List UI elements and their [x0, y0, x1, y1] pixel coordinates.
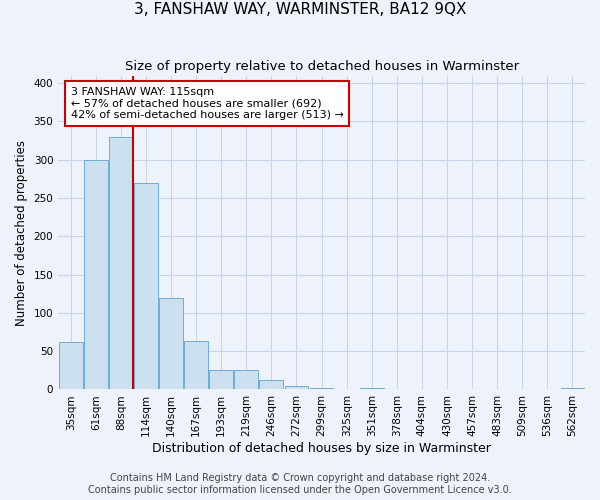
Bar: [235, 370, 258, 390]
Bar: [560, 388, 584, 390]
Bar: [109, 137, 133, 390]
Text: 3 FANSHAW WAY: 115sqm
← 57% of detached houses are smaller (692)
42% of semi-det: 3 FANSHAW WAY: 115sqm ← 57% of detached …: [71, 87, 344, 120]
Bar: [159, 298, 183, 390]
Bar: [59, 342, 83, 390]
Bar: [84, 160, 108, 390]
Text: 3, FANSHAW WAY, WARMINSTER, BA12 9QX: 3, FANSHAW WAY, WARMINSTER, BA12 9QX: [134, 2, 466, 18]
X-axis label: Distribution of detached houses by size in Warminster: Distribution of detached houses by size …: [152, 442, 491, 455]
Bar: [184, 341, 208, 390]
Bar: [360, 388, 383, 390]
Bar: [310, 388, 334, 390]
Bar: [259, 380, 283, 390]
Title: Size of property relative to detached houses in Warminster: Size of property relative to detached ho…: [125, 60, 518, 73]
Bar: [134, 182, 158, 390]
Bar: [209, 370, 233, 390]
Bar: [284, 386, 308, 390]
Text: Contains HM Land Registry data © Crown copyright and database right 2024.
Contai: Contains HM Land Registry data © Crown c…: [88, 474, 512, 495]
Y-axis label: Number of detached properties: Number of detached properties: [15, 140, 28, 326]
